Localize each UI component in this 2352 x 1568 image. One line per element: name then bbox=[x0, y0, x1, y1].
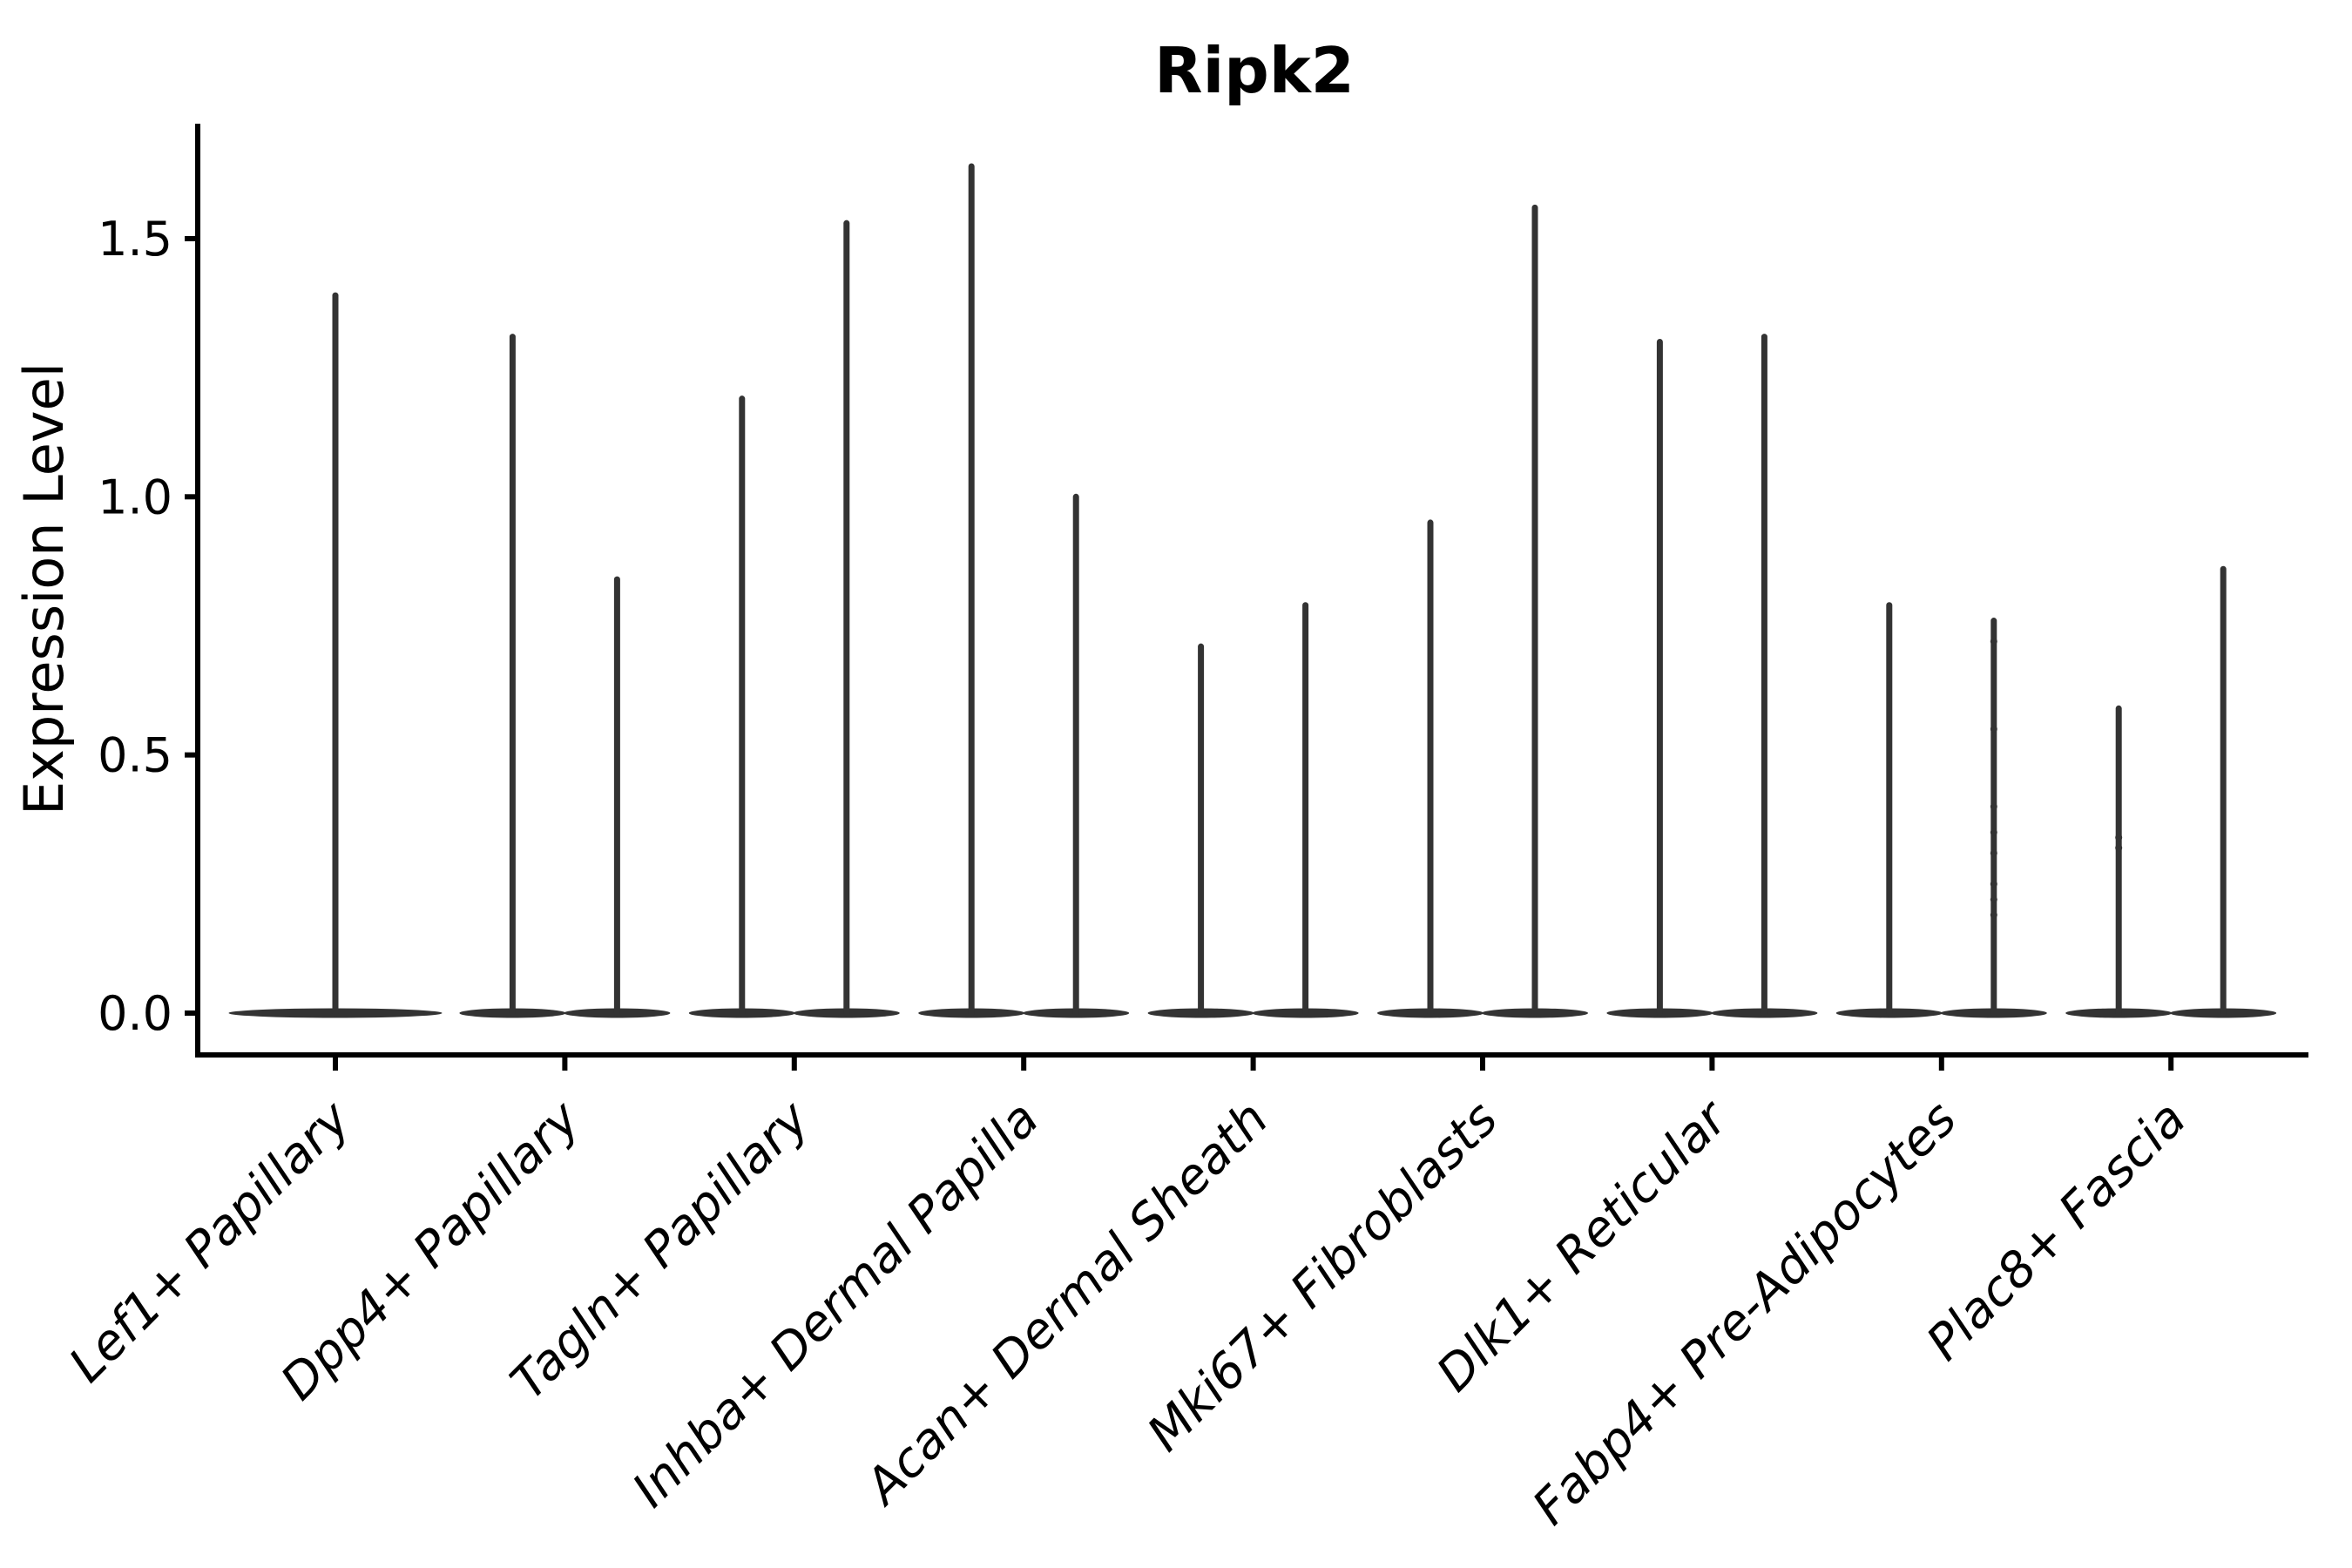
y-tick-label: 1.0 bbox=[98, 470, 172, 524]
y-tick-label: 1.5 bbox=[98, 212, 172, 267]
jitter-point bbox=[1990, 911, 1997, 919]
violin-group bbox=[228, 163, 2277, 1018]
jitter-point bbox=[2115, 844, 2123, 852]
jitter-point bbox=[1990, 880, 1997, 888]
jitter-point bbox=[1990, 828, 1997, 836]
y-tick-label: 0.0 bbox=[98, 986, 172, 1041]
y-axis-ticks: 0.0 0.5 1.0 1.5 bbox=[98, 212, 198, 1041]
jitter-point bbox=[1990, 726, 1997, 733]
jitter-point bbox=[1990, 802, 1997, 810]
y-axis-label: Expression Level bbox=[12, 362, 76, 815]
jitter-point bbox=[1990, 849, 1997, 857]
x-tick-label: Fabp4+ Pre-Adipocytes bbox=[1522, 1091, 1967, 1536]
chart-title: Ripk2 bbox=[1154, 34, 1355, 107]
y-tick-label: 0.5 bbox=[98, 728, 172, 783]
x-tick-label: Inhba+ Dermal Papilla bbox=[622, 1091, 1050, 1518]
jitter-point bbox=[1990, 638, 1997, 645]
jitter-point bbox=[1990, 896, 1997, 903]
jitter-point bbox=[2115, 834, 2123, 841]
x-tick-label: Acan+ Dermal Sheath bbox=[853, 1091, 1279, 1517]
